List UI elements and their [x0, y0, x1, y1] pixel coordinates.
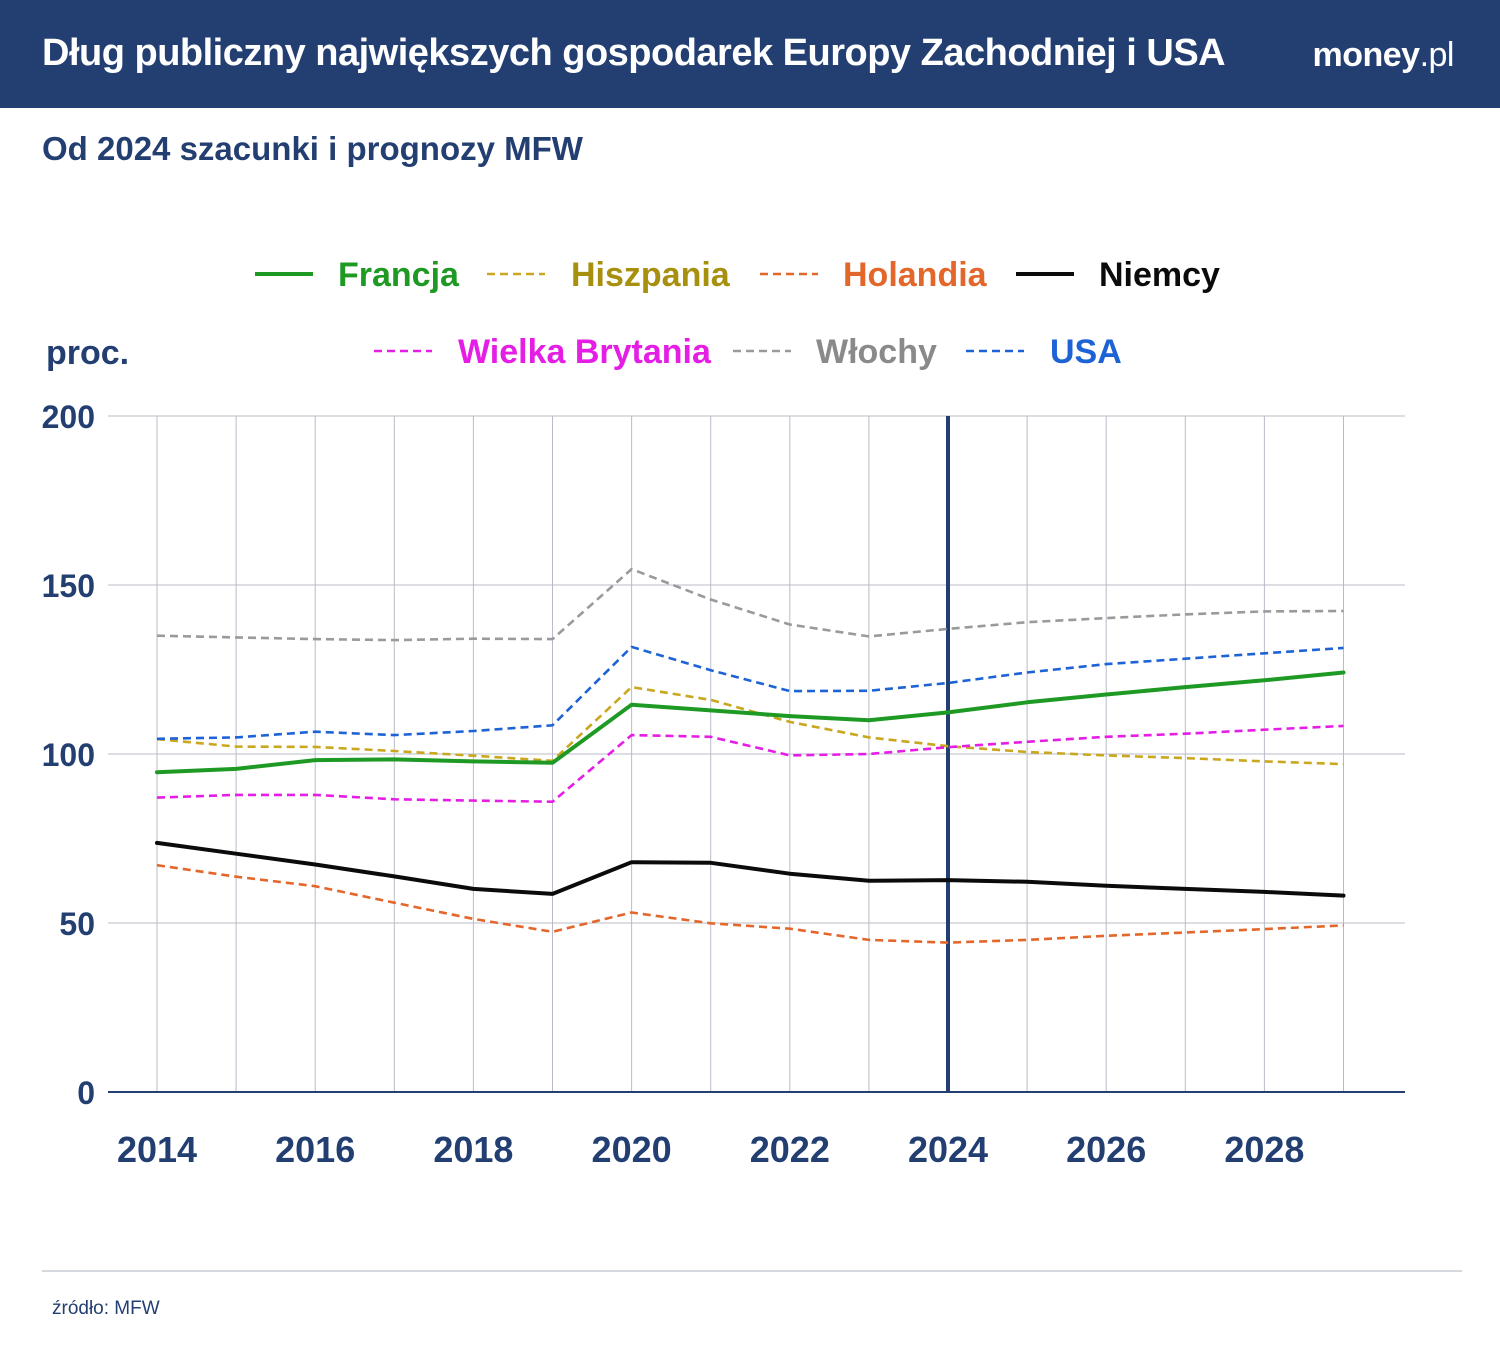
series-line-usa: [156, 645, 1344, 741]
brand-logo[interactable]: money.pl: [1312, 36, 1454, 75]
series-line-holandia: [156, 863, 1344, 944]
x-tick-label-2014: 2014: [117, 1129, 197, 1170]
series-line-francja: [155, 670, 1346, 775]
legend: Francja Hiszpania Holandia Niemcy Wielka Bry…: [255, 256, 1220, 371]
series-line-niemcy: [155, 840, 1346, 898]
x-axis-ticks: 2014 2016 2018 2020 2022 2024 2026 2028: [117, 1129, 1304, 1170]
legend-label-hiszpania: Hiszpania: [571, 256, 731, 294]
y-tick-label-0: 0: [77, 1075, 95, 1111]
brand-logo-bold: money: [1312, 36, 1420, 74]
header-bar: Dług publiczny największych gospodarek E…: [0, 0, 1500, 108]
series-line-wlochy: [156, 567, 1344, 642]
series-lines: [155, 567, 1346, 944]
chart-title: Dług publiczny największych gospodarek E…: [42, 32, 1226, 74]
x-tick-label-2018: 2018: [433, 1129, 513, 1170]
y-tick-label-150: 150: [42, 568, 95, 604]
legend-label-niemcy: Niemcy: [1099, 256, 1220, 294]
y-tick-label-200: 200: [42, 399, 95, 435]
footer-divider: [42, 1270, 1462, 1272]
legend-label-usa: USA: [1050, 333, 1122, 371]
y-tick-label-100: 100: [42, 737, 95, 773]
x-tick-label-2028: 2028: [1224, 1129, 1304, 1170]
series-line-wielka-brytania: [156, 724, 1344, 804]
chart-subtitle: Od 2024 szacunki i prognozy MFW: [42, 130, 583, 167]
x-tick-label-2024: 2024: [908, 1129, 988, 1170]
y-axis-label: proc.: [46, 334, 129, 372]
legend-label-francja: Francja: [338, 256, 460, 294]
y-axis-ticks: 0 50 100 150 200: [42, 399, 95, 1111]
x-tick-label-2020: 2020: [592, 1129, 672, 1170]
x-tick-label-2016: 2016: [275, 1129, 355, 1170]
legend-label-wlochy: Włochy: [816, 333, 937, 371]
x-tick-label-2022: 2022: [750, 1129, 830, 1170]
grid-lines: [108, 415, 1405, 1093]
source-note: źródło: MFW: [52, 1298, 160, 1319]
legend-label-wielka-brytania: Wielka Brytania: [458, 333, 712, 371]
brand-logo-light: .pl: [1419, 36, 1455, 74]
y-tick-label-50: 50: [59, 906, 95, 942]
series-line-hiszpania: [156, 685, 1344, 766]
x-tick-label-2026: 2026: [1066, 1129, 1146, 1170]
legend-label-holandia: Holandia: [843, 256, 988, 294]
